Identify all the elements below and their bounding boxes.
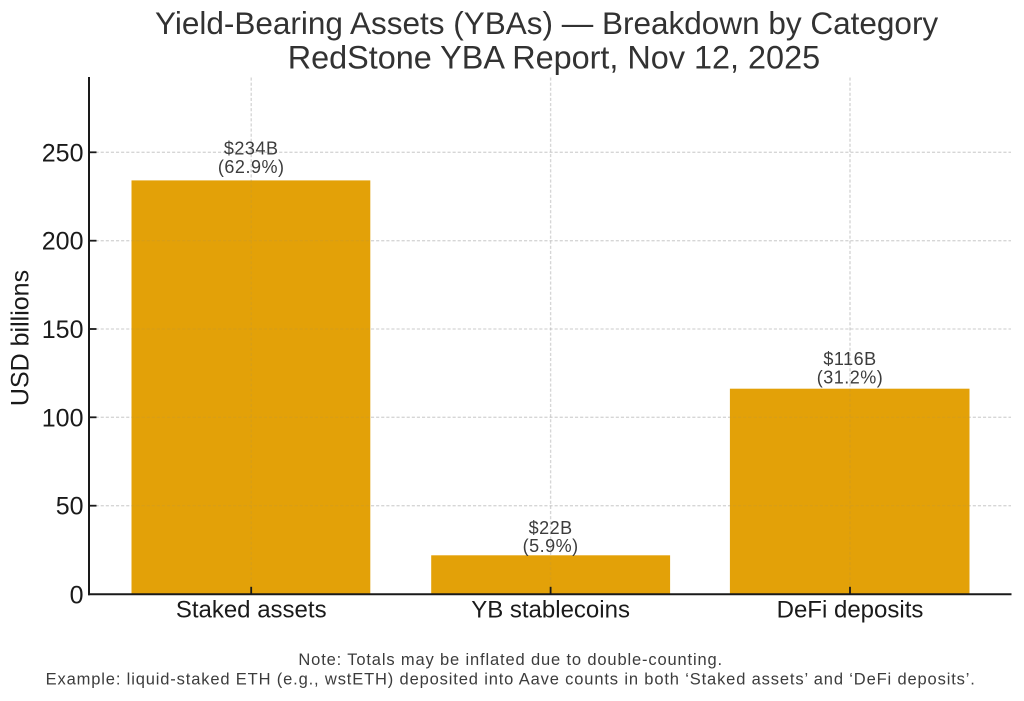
svg-text:200: 200 xyxy=(42,228,84,256)
svg-text:$234B: $234B xyxy=(224,139,279,159)
svg-text:Note: Totals may be inflated d: Note: Totals may be inflated due to doub… xyxy=(298,651,723,669)
svg-text:RedStone YBA Report, Nov 12, 2: RedStone YBA Report, Nov 12, 2025 xyxy=(288,39,820,75)
svg-text:$116B: $116B xyxy=(823,349,876,369)
svg-text:Example: liquid-staked ETH (e.: Example: liquid-staked ETH (e.g., wstETH… xyxy=(46,671,976,689)
svg-text:(31.2%): (31.2%) xyxy=(817,368,884,388)
svg-text:USD billions: USD billions xyxy=(7,270,35,406)
svg-text:100: 100 xyxy=(42,404,84,432)
svg-text:(5.9%): (5.9%) xyxy=(523,536,579,556)
svg-text:$22B: $22B xyxy=(529,518,573,538)
svg-text:250: 250 xyxy=(42,139,84,167)
svg-text:DeFi deposits: DeFi deposits xyxy=(777,597,924,624)
svg-text:YB stablecoins: YB stablecoins xyxy=(471,597,630,624)
svg-text:(62.9%): (62.9%) xyxy=(218,157,285,177)
svg-text:0: 0 xyxy=(70,581,84,609)
svg-text:150: 150 xyxy=(42,316,84,344)
svg-text:Yield-Bearing Assets (YBAs) —: Yield-Bearing Assets (YBAs) — Breakdown … xyxy=(155,5,938,41)
svg-text:Staked assets: Staked assets xyxy=(176,597,327,624)
svg-text:50: 50 xyxy=(56,493,84,521)
